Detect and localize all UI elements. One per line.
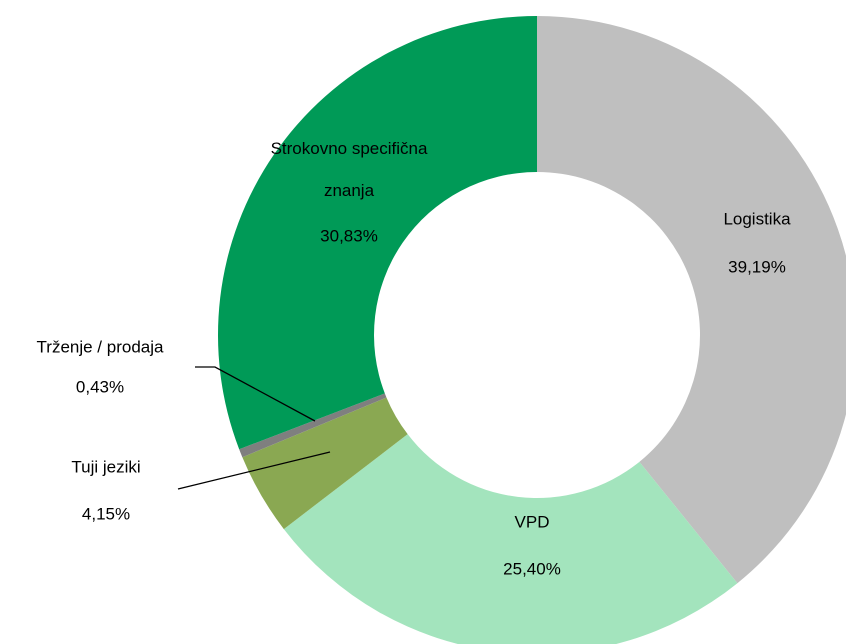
- leader-line: [195, 366, 316, 422]
- category-label: Tuji jeziki: [71, 457, 140, 476]
- donut-slice: [239, 393, 387, 458]
- value-label: 4,15%: [82, 504, 130, 523]
- category-label: Trženje / prodaja: [37, 337, 164, 356]
- donut-slice: [218, 16, 537, 450]
- value-label: 0,43%: [76, 377, 124, 396]
- donut-slice: [283, 434, 738, 644]
- donut-slice: [242, 397, 408, 530]
- category-label-box: Strokovno specifična znanja: [270, 139, 428, 200]
- value-label: 30,83%: [320, 226, 378, 245]
- value-label: 25,40%: [503, 559, 561, 578]
- category-label: Logistika: [723, 209, 791, 228]
- category-label: VPD: [515, 512, 550, 531]
- value-label: 39,19%: [728, 257, 786, 276]
- category-label: Strokovno specifična znanja: [270, 139, 428, 200]
- leader-line: [177, 451, 331, 490]
- donut-slice: [537, 16, 846, 584]
